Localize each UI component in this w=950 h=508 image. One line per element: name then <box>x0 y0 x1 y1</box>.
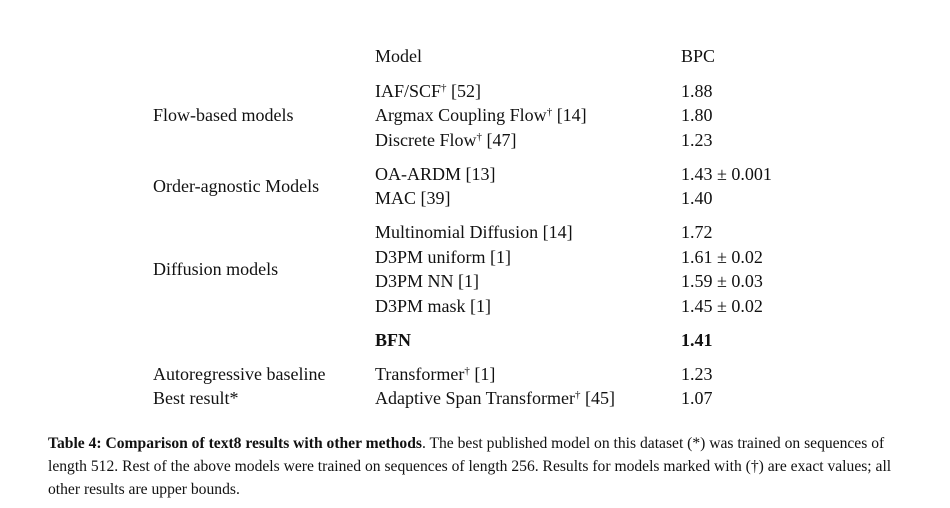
model-ref: [52] <box>451 80 482 101</box>
model-ref: [1] <box>474 363 496 384</box>
group-label: Flow-based models <box>153 105 294 125</box>
model-cell: Adaptive Span Transformer† [45] <box>375 388 615 408</box>
model-ref: [47] <box>486 129 517 150</box>
model-ref: [39] <box>420 188 451 208</box>
model-cell: Argmax Coupling Flow† [14] <box>375 105 587 125</box>
table: Model BPC IAF/SCF† [52] 1.88 Argmax Coupling… <box>0 0 950 408</box>
model-cell: IAF/SCF† [52] <box>375 81 481 101</box>
model-cell: Transformer† [1] <box>375 364 495 384</box>
model-mark: † <box>546 106 553 118</box>
bpc-value: 1.41 <box>681 329 713 350</box>
bpc-value: 1.61 ± 0.02 <box>681 246 763 267</box>
model-mark: † <box>574 389 581 401</box>
model-ref: [14] <box>542 222 573 242</box>
caption: Table 4: Comparison of text8 results wit… <box>48 432 903 501</box>
model-name: Transformer <box>375 363 465 384</box>
model-ref: [45] <box>584 388 615 408</box>
model-ref: [1] <box>470 295 492 316</box>
model-name: BFN <box>375 329 411 350</box>
model-mark: † <box>441 81 447 94</box>
bpc-value: 1.07 <box>681 388 713 408</box>
bpc-value: 1.23 <box>681 363 713 384</box>
model-cell: Discrete Flow† [47] <box>375 130 516 150</box>
model-cell: D3PM mask [1] <box>375 296 491 316</box>
model-name: OA-ARDM <box>375 163 462 184</box>
model-ref: [14] <box>556 105 587 125</box>
group-label: Order-agnostic Models <box>153 175 320 196</box>
model-cell: OA-ARDM [13] <box>375 164 496 184</box>
group-label: Diffusion models <box>153 258 279 279</box>
bpc-value: 1.43 ± 0.001 <box>681 163 772 184</box>
model-cell: D3PM NN [1] <box>375 271 479 291</box>
row-label: Autoregressive baseline <box>153 363 326 384</box>
model-name: D3PM NN <box>375 271 454 291</box>
header-bpc: BPC <box>681 46 716 66</box>
bpc-value: 1.80 <box>681 105 713 125</box>
bpc-value: 1.59 ± 0.03 <box>681 271 763 291</box>
model-name: D3PM uniform <box>375 246 486 267</box>
bpc-value: 1.45 ± 0.02 <box>681 295 763 316</box>
bpc-value: 1.88 <box>681 80 713 101</box>
model-ref: [1] <box>458 271 480 291</box>
model-cell: Multinomial Diffusion [14] <box>375 222 573 242</box>
model-name: D3PM mask <box>375 295 466 316</box>
bpc-value: 1.23 <box>681 129 713 150</box>
caption-text: . The best published model on this datas… <box>48 435 892 498</box>
model-cell: BFN <box>375 330 411 350</box>
header-model: Model <box>375 46 422 66</box>
model-name: MAC <box>375 188 417 208</box>
bpc-value: 1.72 <box>681 222 713 242</box>
model-name: IAF/SCF <box>375 80 442 101</box>
model-mark: † <box>476 130 482 143</box>
model-name: Adaptive Span Transformer <box>375 388 575 408</box>
model-cell: D3PM uniform [1] <box>375 247 511 267</box>
model-ref: [13] <box>465 163 496 184</box>
model-name: Multinomial Diffusion <box>375 222 539 242</box>
model-mark: † <box>464 364 470 377</box>
model-cell: MAC [39] <box>375 188 451 208</box>
model-ref: [1] <box>490 246 512 267</box>
row-label: Best result* <box>153 388 239 408</box>
caption-title: Table 4: Comparison of text8 results wit… <box>48 435 422 452</box>
model-name: Discrete Flow <box>375 129 477 150</box>
rule <box>0 7 950 9</box>
bpc-value: 1.40 <box>681 188 713 208</box>
model-name: Argmax Coupling Flow <box>375 105 547 125</box>
